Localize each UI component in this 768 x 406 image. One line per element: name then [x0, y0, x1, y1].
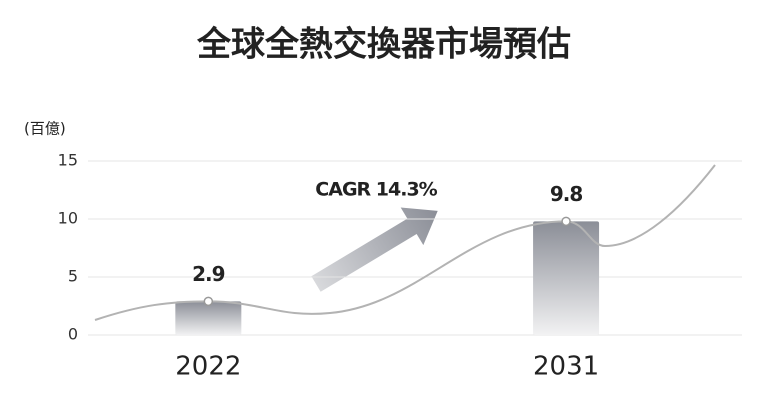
y-tick-label: 0	[68, 325, 78, 344]
y-tick-label: 5	[68, 267, 78, 286]
trend-point	[561, 216, 571, 227]
bar	[533, 221, 600, 335]
x-tick-label: 2022	[175, 352, 241, 382]
data-label: 9.8	[550, 182, 583, 206]
y-axis-label: (百億)	[24, 120, 66, 138]
cagr-annotation: CAGR 14.3%	[315, 179, 437, 201]
trend-point	[203, 296, 214, 307]
y-tick-label: 15	[58, 151, 78, 170]
bar	[175, 301, 242, 335]
x-tick-label: 2031	[533, 352, 599, 382]
y-tick-label: 10	[58, 209, 78, 228]
trend-arrow	[311, 207, 438, 292]
data-label: 2.9	[192, 262, 225, 286]
chart-title: 全球全熱交換器市場預估	[196, 25, 571, 65]
